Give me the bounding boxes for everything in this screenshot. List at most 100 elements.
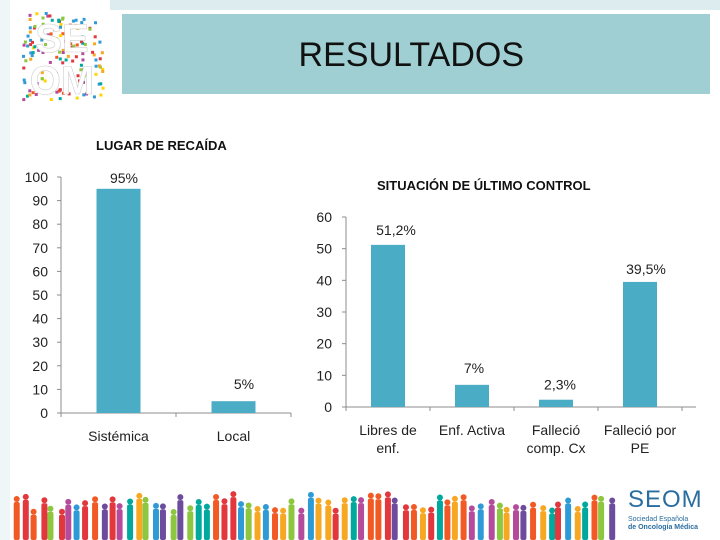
logo-confetti-dot — [99, 93, 103, 97]
logo-confetti-dot — [80, 21, 84, 25]
footer-person-head — [159, 503, 166, 510]
footer-person-body — [530, 507, 537, 540]
logo-confetti-dot — [61, 32, 65, 36]
footer-person-head — [213, 493, 220, 500]
logo-confetti-dot — [54, 71, 58, 75]
footer-person-head — [367, 492, 374, 499]
logo-confetti-dot — [28, 13, 32, 17]
logo-confetti-dot — [29, 38, 33, 42]
footer-person-body — [444, 505, 451, 540]
logo-confetti-dot — [30, 54, 34, 58]
logo-confetti-dot — [92, 95, 96, 99]
logo-confetti-dot — [58, 88, 62, 92]
logo-confetti-dot — [67, 30, 71, 34]
footer-person-head — [574, 505, 581, 512]
logo-confetti-dot — [75, 43, 79, 47]
footer-person-head — [358, 497, 365, 504]
logo-confetti — [22, 12, 105, 102]
logo-confetti-dot — [59, 23, 63, 27]
logo-confetti-dot — [61, 61, 65, 65]
footer-person-body — [582, 507, 589, 540]
logo-confetti-dot — [74, 55, 78, 59]
footer-person-head — [238, 501, 245, 508]
logo-confetti-dot — [28, 89, 32, 93]
data-label: 7% — [464, 360, 484, 376]
y-tick-label: 30 — [316, 304, 332, 320]
logo-confetti-dot — [40, 77, 44, 81]
logo-confetti-dot — [65, 41, 69, 45]
footer-person-head — [315, 497, 322, 504]
footer-person-head — [73, 504, 80, 511]
footer-person-body — [598, 501, 605, 540]
data-label: 5% — [234, 376, 254, 392]
logo-confetti-dot — [53, 28, 57, 32]
footer-person-body — [367, 498, 374, 540]
chart-lugar-recaida: 0 10 20 30 40 50 60 70 80 90 100 95% Sistémica 5% Loca… — [25, 169, 292, 444]
logo-confetti-dot — [41, 33, 45, 37]
logo-confetti-dot — [81, 58, 85, 62]
footer-person-body — [419, 513, 426, 540]
footer-person-head — [520, 504, 527, 511]
logo-confetti-dot — [23, 81, 27, 85]
data-label: 51,2% — [376, 222, 416, 238]
logo-confetti-dot — [82, 80, 86, 84]
logo-confetti-dot — [97, 82, 101, 86]
footer-person-body — [245, 508, 252, 540]
footer-person-head — [402, 504, 409, 511]
y-tick-label: 60 — [32, 263, 48, 279]
footer-person-head — [142, 496, 149, 503]
logo-confetti-dot — [94, 58, 98, 62]
logo-confetti-dot — [44, 43, 48, 47]
logo-confetti-dot — [50, 18, 54, 22]
logo-confetti-dot — [29, 57, 33, 61]
footer-person-head — [195, 498, 202, 505]
category-label: enf. — [376, 440, 399, 456]
logo-confetti-dot — [93, 42, 97, 46]
footer-person-head — [101, 503, 108, 510]
logo-confetti-dot — [40, 38, 44, 42]
footer-person-head — [512, 504, 519, 511]
logo-confetti-dot — [94, 72, 98, 76]
logo-confetti-dot — [69, 42, 73, 46]
footer-person-body — [82, 506, 89, 540]
footer-person-body — [22, 499, 29, 540]
footer-person-body — [555, 507, 562, 540]
category-label: PE — [631, 440, 650, 456]
logo-confetti-dot — [32, 26, 36, 30]
footer-person-body — [136, 498, 143, 540]
footer-person-body — [272, 513, 279, 540]
footer-person-body — [116, 509, 123, 540]
logo-confetti-dot — [22, 98, 26, 102]
logo-confetti-dot — [74, 18, 78, 22]
logo-confetti-dot — [80, 35, 84, 39]
logo-confetti-dot — [82, 93, 86, 97]
logo-confetti-dot — [22, 54, 26, 58]
logo-confetti-dot — [46, 33, 50, 37]
footer-person-head — [245, 502, 252, 509]
footer-person-head — [254, 506, 261, 513]
y-tick-label: 50 — [316, 241, 332, 257]
y-tick-label: 10 — [316, 367, 332, 383]
logo-confetti-dot — [71, 59, 75, 63]
logo-confetti-dot — [70, 45, 74, 49]
logo-confetti-dot — [61, 17, 65, 21]
bar — [371, 244, 405, 407]
y-tick-label: 0 — [324, 399, 332, 415]
footer-person-body — [488, 505, 495, 540]
logo-confetti-dot — [61, 91, 65, 95]
y-tick-label: 40 — [32, 311, 48, 327]
footer-person-head — [384, 491, 391, 498]
y-tick-label: 20 — [32, 358, 48, 374]
logo-confetti-dot — [44, 12, 48, 16]
footer-person-body — [468, 511, 475, 540]
logo-confetti-dot — [55, 39, 59, 43]
footer-person-body — [503, 512, 510, 540]
logo-confetti-dot — [22, 66, 26, 70]
logo-confetti-dot — [64, 58, 68, 62]
footer-person-body — [58, 514, 65, 540]
logo-confetti-dot — [29, 43, 33, 47]
logo-confetti-dot — [93, 35, 97, 39]
bar — [211, 401, 256, 413]
footer-person-body — [109, 502, 116, 540]
logo-confetti-dot — [59, 34, 63, 38]
